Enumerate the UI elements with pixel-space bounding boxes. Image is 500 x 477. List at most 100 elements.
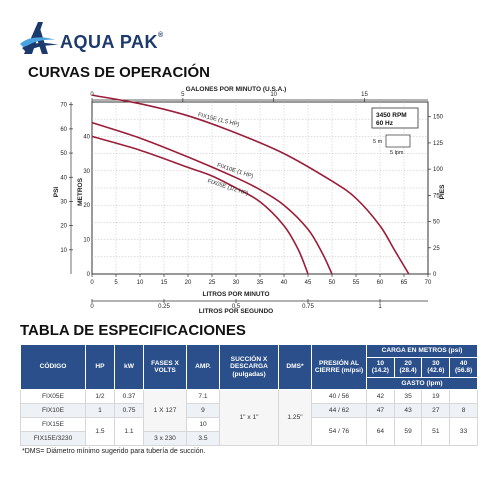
aqua-pak-logo-icon — [20, 22, 58, 54]
curves — [91, 94, 410, 275]
psi-tick-label: 60 — [60, 127, 67, 133]
metros-tick-label: 30 — [83, 169, 90, 175]
lpm-tick-label: 50 — [329, 280, 336, 286]
lpm-tick-label: 20 — [185, 280, 192, 286]
cell-gasto: 59 — [393, 417, 423, 447]
curve-fix05e — [91, 135, 309, 275]
gpm-tick-label: 15 — [361, 92, 368, 98]
operation-curves-chart: GALONES POR MINUTO (U.S.A.) 0 5 10 15 70605… — [53, 86, 446, 315]
lpm-tick-label: 65 — [401, 280, 408, 286]
table-row: FIX15E/3230 3 x 230 3.5 — [20, 431, 478, 447]
psi-tick-label: 20 — [60, 224, 67, 230]
lpm-tick-label: 15 — [161, 280, 168, 286]
pies-tick-label: 75 — [433, 193, 440, 199]
gpm-tick-label: 10 — [270, 92, 277, 98]
lps-tick-label: 0.75 — [302, 304, 314, 310]
curve-fix10e — [91, 121, 333, 275]
cell-fases: 1 X 127 — [143, 389, 187, 433]
cell-kw: 1.1 — [114, 417, 144, 447]
pies-tick-label: 100 — [433, 167, 444, 173]
col-presion: PRESIÓN AL CIERRE (m/psi) — [311, 343, 367, 391]
grid — [92, 102, 428, 274]
cell-codigo: FIX05E — [20, 389, 86, 405]
col-succion: SUCCIÓN X DESCARGA (pulgadas) — [219, 343, 279, 391]
col-kw: kW — [114, 343, 144, 391]
footnote: *DMS= Diámetro mínimo sugerido para tube… — [22, 448, 206, 455]
lpm-tick-label: 35 — [257, 280, 264, 286]
cell-presion: 40 / 56 — [311, 389, 367, 405]
psi-tick-label: 40 — [60, 175, 67, 181]
col-hp: HP — [85, 343, 115, 391]
hz-label: 60 Hz — [376, 120, 394, 127]
lpm-tick-label: 45 — [305, 280, 312, 286]
psi-ticks: 70 60 50 40 30 20 10 — [60, 102, 73, 274]
specifications-table: CÓDIGO HP kW FASES X VOLTS AMP. SUCCIÓN … — [20, 343, 478, 447]
scale-lpm-label: 5 lpm — [390, 150, 404, 156]
cell-dms: 1.25" — [278, 389, 312, 447]
cell-amp: 9 — [186, 403, 220, 419]
cell-succion: 1" x 1" — [219, 389, 279, 447]
metros-tick-label: 10 — [83, 238, 90, 244]
cell-gasto: 35 — [393, 389, 423, 405]
cell-gasto: 33 — [449, 417, 478, 447]
cell-gasto: 43 — [393, 403, 423, 419]
table-title: TABLA DE ESPECIFICACIONES — [20, 322, 246, 339]
cell-hp: 1/2 — [85, 389, 115, 405]
psi-tick-label: 70 — [60, 103, 67, 109]
lpm-tick-label: 0 — [90, 280, 94, 286]
curves-title: CURVAS DE OPERACIÓN — [28, 64, 210, 81]
cell-gasto: 47 — [366, 403, 395, 419]
cell-gasto: 42 — [366, 389, 395, 405]
pies-tick-label: 25 — [433, 246, 440, 252]
cell-gasto: 51 — [421, 417, 451, 447]
metros-tick-label: 40 — [83, 134, 90, 140]
pies-tick-label: 0 — [433, 272, 437, 278]
lps-tick-label: 1 — [378, 304, 382, 310]
cell-codigo: FIX15E — [20, 417, 86, 433]
cell-gasto: 27 — [421, 403, 451, 419]
psi-tick-label: 10 — [60, 248, 67, 254]
spec-box: 3450 RPM 60 Hz 5 m 5 lpm — [371, 107, 419, 156]
cell-presion: 54 / 76 — [311, 417, 367, 447]
brand-logo: AQUA PAK® — [18, 18, 168, 58]
lpm-tick-label: 40 — [281, 280, 288, 286]
scale-m-label: 5 m — [373, 139, 383, 145]
cell-amp: 10 — [186, 417, 220, 433]
curve-fix15e — [91, 94, 410, 275]
metros-axis-label: METROS — [77, 177, 84, 205]
col-fases: FASES X VOLTS — [143, 343, 187, 391]
lps-tick-label: 0 — [90, 304, 94, 310]
cell-codigo: FIX10E — [20, 403, 86, 419]
top-ticks: 0 5 10 15 — [90, 92, 428, 102]
metros-tick-label: 0 — [87, 272, 91, 278]
lpm-tick-label: 30 — [233, 280, 240, 286]
metros-tick-label: 20 — [83, 203, 90, 209]
psi-tick-label: 50 — [60, 151, 67, 157]
lpm-tick-label: 5 — [114, 280, 118, 286]
rpm-label: 3450 RPM — [376, 112, 407, 119]
lps-ticks: 0 0.25 0.5 0.75 1 — [90, 299, 428, 310]
psi-axis-label: PSI — [53, 187, 60, 198]
col-amp: AMP. — [186, 343, 220, 391]
col-carga-40: 40 (56.8) — [449, 356, 478, 378]
metros-ticks: 40 30 20 10 0 — [83, 134, 90, 278]
pies-tick-label: 125 — [433, 141, 444, 147]
cell-gasto — [449, 389, 478, 405]
top-axis-label: GALONES POR MINUTO (U.S.A.) — [186, 86, 287, 93]
lpm-ticks: 0 5 10 15 20 25 30 35 40 45 50 55 60 65 70 — [90, 274, 432, 286]
gpm-tick-label: 5 — [181, 92, 185, 98]
cell-gasto: 19 — [421, 389, 451, 405]
lpm-axis-label: LITROS POR MINUTO — [202, 291, 269, 298]
table-row: FIX10E 1 0.75 9 44 / 62 47 43 27 8 — [20, 403, 478, 419]
cell-hp: 1 — [85, 403, 115, 419]
lpm-tick-label: 70 — [425, 280, 432, 286]
pies-ticks: 150 125 100 75 50 25 0 — [428, 115, 444, 278]
table-row: FIX15E 1.5 1.1 10 54 / 76 64 59 51 33 — [20, 417, 478, 447]
cell-amp: 7.1 — [186, 389, 220, 405]
cell-codigo: FIX15E/3230 — [20, 431, 86, 447]
cell-hp: 1.5 — [85, 417, 115, 447]
cell-fases: 3 x 230 — [143, 431, 187, 447]
col-codigo: CÓDIGO — [20, 343, 86, 391]
col-carga-30: 30 (42.6) — [421, 356, 451, 378]
col-dms: DMS* — [278, 343, 312, 391]
